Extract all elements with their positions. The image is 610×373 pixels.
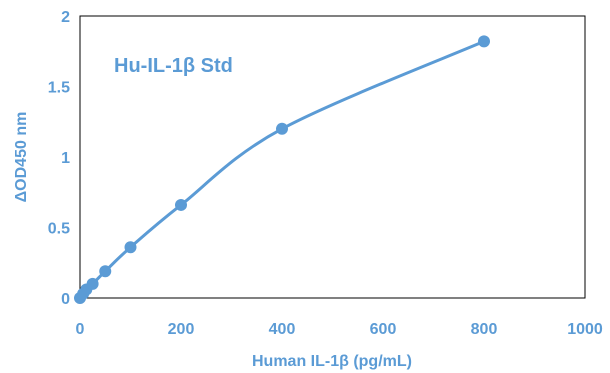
x-tick-label: 200 [168, 321, 195, 338]
plot-area-frame [79, 15, 586, 299]
x-tick-label: 1000 [567, 321, 603, 338]
x-tick-label: 0 [76, 321, 85, 338]
y-tick-label: 2 [61, 9, 70, 26]
y-tick-label: 1 [61, 150, 70, 167]
chart-annotation: Hu-IL-1β Std [114, 55, 233, 77]
y-axis-title: ΔOD450 nm [13, 112, 30, 203]
data-point [99, 265, 112, 278]
x-axis-title: Human IL-1β (pg/mL) [252, 353, 412, 370]
y-tick-label: 0.5 [48, 221, 70, 238]
data-point [175, 198, 187, 211]
x-tick-label: 800 [471, 321, 498, 338]
x-tick-labels: 0 200 400 600 800 1000 [76, 321, 603, 338]
data-point [124, 241, 137, 254]
series-line [78, 40, 485, 299]
data-point [276, 122, 288, 135]
y-tick-label: 0 [61, 291, 70, 308]
x-tick-label: 400 [269, 321, 296, 338]
data-points [74, 35, 490, 304]
y-tick-labels: 0 0.5 1 1.5 2 [48, 9, 70, 308]
data-point [478, 35, 490, 48]
y-tick-label: 1.5 [48, 80, 70, 97]
data-point [86, 277, 99, 290]
x-tick-label: 600 [370, 321, 397, 338]
